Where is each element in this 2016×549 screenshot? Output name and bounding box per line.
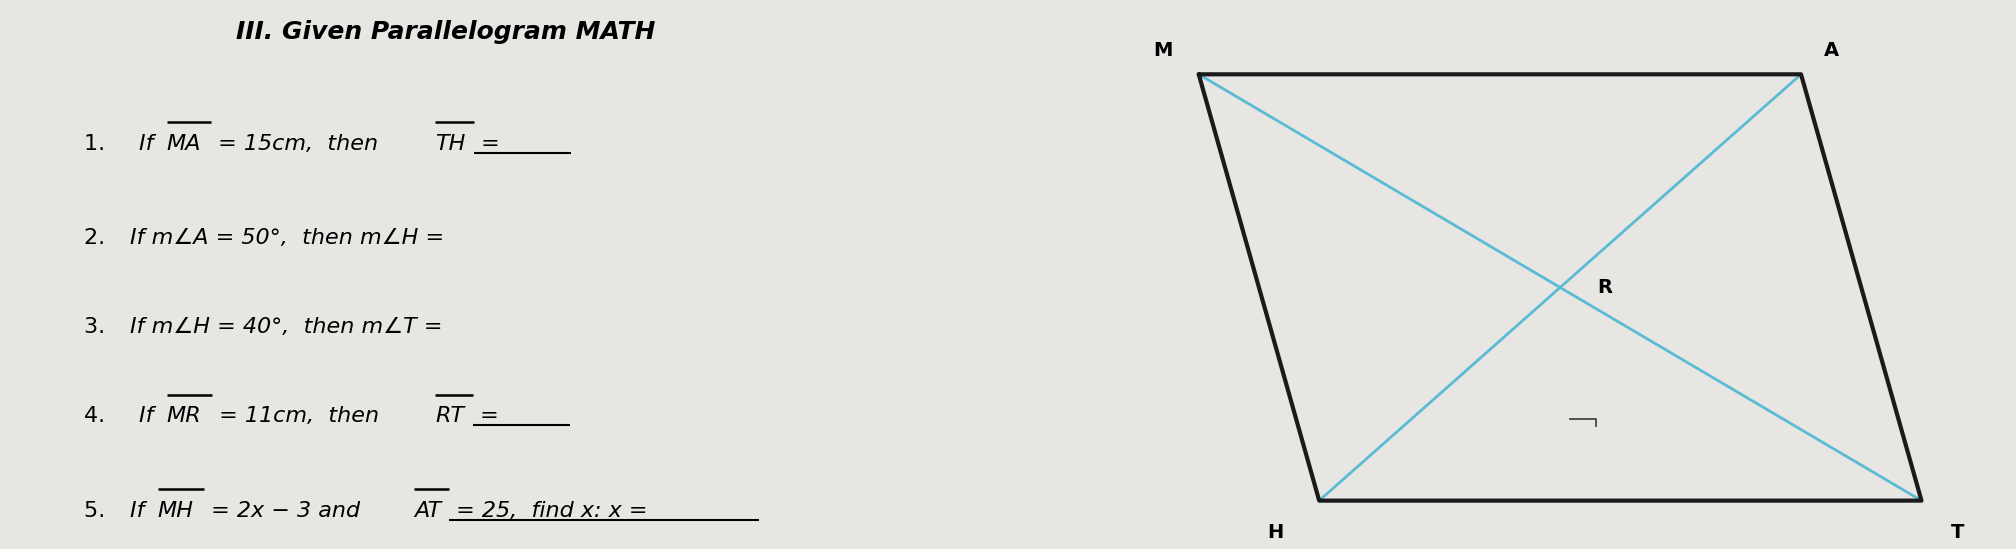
Text: AT: AT [413, 501, 442, 521]
Text: = 25,  find x: x =: = 25, find x: x = [450, 501, 689, 521]
Text: = 2x − 3 and: = 2x − 3 and [204, 501, 367, 521]
Text: RT: RT [435, 406, 464, 427]
Text: M: M [1153, 41, 1171, 59]
Text: If: If [139, 134, 161, 154]
Text: = 15cm,  then: = 15cm, then [212, 134, 385, 154]
Text: III. Given Parallelogram MATH: III. Given Parallelogram MATH [236, 20, 655, 44]
Text: MA: MA [167, 134, 202, 154]
Text: =: = [474, 406, 548, 427]
Text: TH: TH [435, 134, 466, 154]
Text: 3.: 3. [85, 317, 119, 337]
Text: H: H [1266, 524, 1282, 542]
Text: 5.: 5. [85, 501, 121, 521]
Text: R: R [1597, 278, 1611, 297]
Text: MH: MH [157, 501, 194, 521]
Text: If: If [131, 501, 151, 521]
Text: 2.: 2. [85, 228, 119, 248]
Text: =: = [474, 134, 550, 154]
Text: = 11cm,  then: = 11cm, then [212, 406, 385, 427]
Text: If: If [139, 406, 161, 427]
Text: If m∠H = 40°,  then m∠T =: If m∠H = 40°, then m∠T = [129, 317, 478, 337]
Text: A: A [1824, 41, 1839, 59]
Text: 1.: 1. [85, 134, 127, 154]
Text: MR: MR [167, 406, 202, 427]
Text: T: T [1951, 524, 1964, 542]
Text: 4.: 4. [85, 406, 127, 427]
Text: If m∠A = 50°,  then m∠H =: If m∠A = 50°, then m∠H = [129, 228, 486, 248]
